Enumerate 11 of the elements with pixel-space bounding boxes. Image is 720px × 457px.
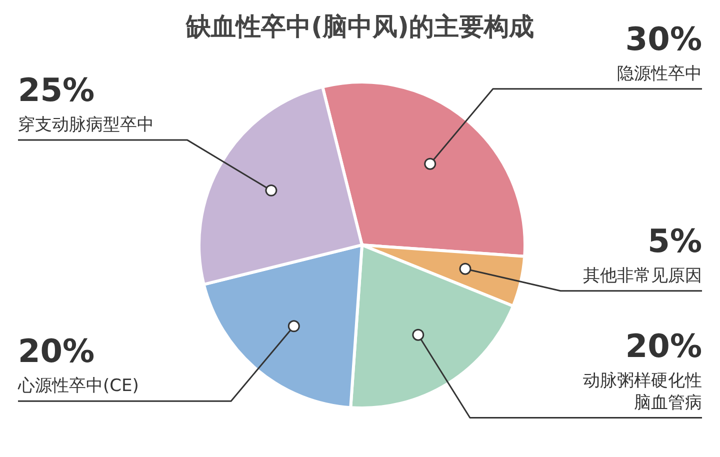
slice-label: 动脉粥样硬化性脑血管病 [583, 370, 702, 413]
slice-label: 隐源性卒中 [617, 64, 702, 84]
chart-title: 缺血性卒中(脑中风)的主要构成 [185, 12, 534, 41]
slice-label: 穿支动脉病型卒中 [18, 115, 154, 136]
data-label: 5% [648, 222, 702, 260]
data-label: 25% [18, 71, 95, 110]
data-label: 20% [625, 326, 702, 365]
slice-label: 心源性卒中(CE) [17, 376, 139, 396]
slice-label: 其他非常见原因 [583, 266, 702, 286]
data-label: 30% [625, 20, 702, 58]
data-label: 20% [18, 332, 95, 370]
